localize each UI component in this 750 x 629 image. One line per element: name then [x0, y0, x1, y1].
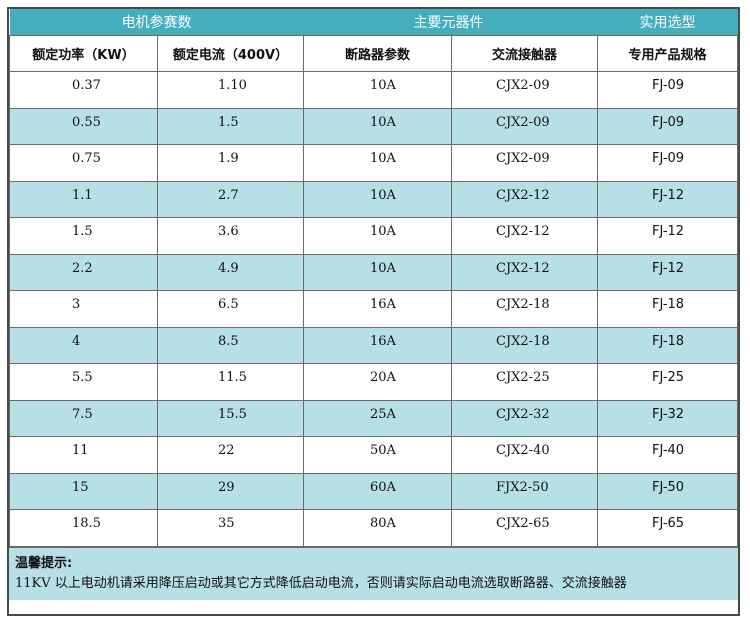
- cell-product-spec: FJ-40: [597, 436, 738, 474]
- note-box: 温馨提示: 11KV 以上电动机请采用降压启动或其它方式降低启动电流，否则请实际…: [9, 546, 738, 600]
- cell-rated-power: 0.37: [9, 71, 158, 109]
- cell-rated-current: 11.5: [157, 363, 304, 401]
- table-row: 1.1 2.7 10A CJX2-12 FJ-12: [9, 180, 738, 218]
- group-header-row: 电机参赛数 主要元器件 实用选型: [9, 9, 738, 36]
- cell-rated-power: 1.5: [9, 217, 158, 255]
- cell-product-spec: FJ-25: [597, 363, 738, 401]
- cell-rated-current: 1.9: [157, 144, 304, 182]
- cell-rated-current: 8.5: [157, 326, 304, 364]
- cell-product-spec: FJ-09: [597, 71, 738, 109]
- cell-breaker: 10A: [303, 71, 452, 109]
- table-row: 11 22 50A CJX2-40 FJ-40: [9, 436, 738, 474]
- cell-breaker: 25A: [303, 399, 452, 437]
- table-row: 7.5 15.5 25A CJX2-32 FJ-32: [9, 399, 738, 437]
- cell-rated-power: 1.1: [9, 180, 158, 218]
- cell-contactor: CJX2-12: [451, 180, 598, 218]
- cell-rated-power: 3: [9, 290, 158, 328]
- cell-rated-power: 4: [9, 326, 158, 364]
- table-row: 5.5 11.5 20A CJX2-25 FJ-25: [9, 363, 738, 401]
- col-header-rated-current: 额定电流（400V）: [157, 35, 304, 72]
- cell-rated-power: 0.75: [9, 144, 158, 182]
- cell-contactor: CJX2-25: [451, 363, 598, 401]
- cell-product-spec: FJ-18: [597, 290, 738, 328]
- note-title: 温馨提示:: [15, 555, 73, 571]
- selection-table: 电机参赛数 主要元器件 实用选型 额定功率（KW） 额定电流（400V） 断路器…: [9, 9, 738, 547]
- cell-rated-current: 29: [157, 472, 304, 510]
- cell-contactor: CJX2-12: [451, 253, 598, 291]
- cell-product-spec: FJ-18: [597, 326, 738, 364]
- cell-rated-current: 1.10: [157, 71, 304, 109]
- cell-product-spec: FJ-12: [597, 217, 738, 255]
- cell-breaker: 10A: [303, 253, 452, 291]
- cell-rated-power: 18.5: [9, 509, 158, 547]
- cell-rated-current: 15.5: [157, 399, 304, 437]
- cell-rated-power: 2.2: [9, 253, 158, 291]
- cell-contactor: FJX2-50: [451, 472, 598, 510]
- cell-rated-current: 1.5: [157, 107, 304, 145]
- cell-rated-current: 4.9: [157, 253, 304, 291]
- cell-contactor: CJX2-09: [451, 107, 598, 145]
- table-row: 2.2 4.9 10A CJX2-12 FJ-12: [9, 253, 738, 291]
- cell-breaker: 10A: [303, 107, 452, 145]
- cell-product-spec: FJ-09: [597, 107, 738, 145]
- cell-contactor: CJX2-32: [451, 399, 598, 437]
- cell-rated-power: 0.55: [9, 107, 158, 145]
- table-row: 4 8.5 16A CJX2-18 FJ-18: [9, 326, 738, 364]
- cell-contactor: CJX2-65: [451, 509, 598, 547]
- cell-breaker: 10A: [303, 144, 452, 182]
- cell-rated-current: 35: [157, 509, 304, 547]
- note-body: 11KV 以上电动机请采用降压启动或其它方式降低启动电流，否则请实际启动电流选取…: [15, 575, 627, 591]
- table-row: 0.55 1.5 10A CJX2-09 FJ-09: [9, 107, 738, 145]
- table-row: 0.37 1.10 10A CJX2-09 FJ-09: [9, 71, 738, 109]
- cell-rated-current: 3.6: [157, 217, 304, 255]
- cell-contactor: CJX2-40: [451, 436, 598, 474]
- cell-product-spec: FJ-50: [597, 472, 738, 510]
- table-body: 0.37 1.10 10A CJX2-09 FJ-09 0.55 1.5 10A CJX2-09…: [9, 71, 738, 547]
- cell-breaker: 80A: [303, 509, 452, 547]
- table-row: 3 6.5 16A CJX2-18 FJ-18: [9, 290, 738, 328]
- group-practical-selection: 实用选型: [597, 9, 738, 36]
- col-header-contactor: 交流接触器: [451, 35, 598, 72]
- cell-rated-power: 5.5: [9, 363, 158, 401]
- col-header-breaker: 断路器参数: [303, 35, 452, 72]
- table-row: 15 29 60A FJX2-50 FJ-50: [9, 472, 738, 510]
- cell-product-spec: FJ-09: [597, 144, 738, 182]
- cell-rated-current: 2.7: [157, 180, 304, 218]
- group-motor-params: 电机参赛数: [9, 9, 304, 36]
- cell-breaker: 50A: [303, 436, 452, 474]
- cell-rated-current: 6.5: [157, 290, 304, 328]
- cell-product-spec: FJ-12: [597, 253, 738, 291]
- cell-contactor: CJX2-18: [451, 326, 598, 364]
- cell-breaker: 20A: [303, 363, 452, 401]
- cell-contactor: CJX2-09: [451, 144, 598, 182]
- cell-contactor: CJX2-12: [451, 217, 598, 255]
- cell-breaker: 60A: [303, 472, 452, 510]
- col-header-rated-power: 额定功率（KW）: [9, 35, 158, 72]
- cell-breaker: 16A: [303, 326, 452, 364]
- cell-breaker: 10A: [303, 180, 452, 218]
- cell-product-spec: FJ-32: [597, 399, 738, 437]
- cell-rated-power: 7.5: [9, 399, 158, 437]
- table-row: 18.5 35 80A CJX2-65 FJ-65: [9, 509, 738, 547]
- cell-breaker: 16A: [303, 290, 452, 328]
- cell-rated-power: 15: [9, 472, 158, 510]
- column-header-row: 额定功率（KW） 额定电流（400V） 断路器参数 交流接触器 专用产品规格: [9, 35, 738, 72]
- table-row: 1.5 3.6 10A CJX2-12 FJ-12: [9, 217, 738, 255]
- cell-contactor: CJX2-18: [451, 290, 598, 328]
- cell-rated-power: 11: [9, 436, 158, 474]
- cell-product-spec: FJ-12: [597, 180, 738, 218]
- table-row: 0.75 1.9 10A CJX2-09 FJ-09: [9, 144, 738, 182]
- group-main-components: 主要元器件: [303, 9, 598, 36]
- cell-breaker: 10A: [303, 217, 452, 255]
- col-header-product-spec: 专用产品规格: [597, 35, 738, 72]
- cell-product-spec: FJ-65: [597, 509, 738, 547]
- cell-rated-current: 22: [157, 436, 304, 474]
- cell-contactor: CJX2-09: [451, 71, 598, 109]
- motor-selection-table-panel: 电机参赛数 主要元器件 实用选型 额定功率（KW） 额定电流（400V） 断路器…: [7, 7, 740, 616]
